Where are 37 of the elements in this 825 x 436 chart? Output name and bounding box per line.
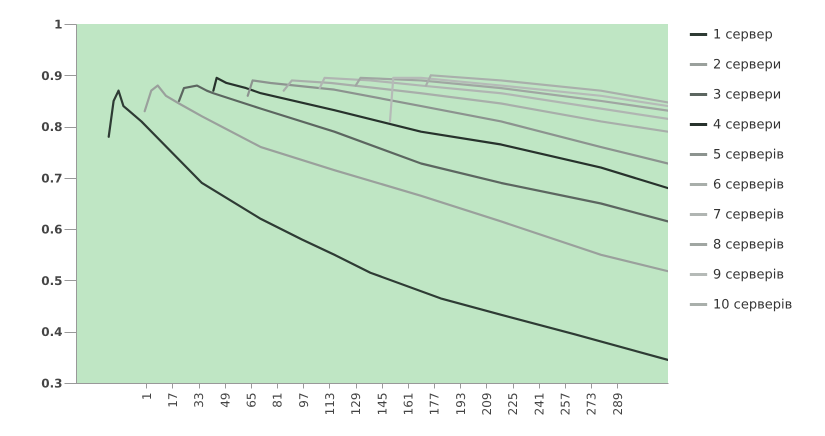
legend-label: 4 сервери xyxy=(713,118,782,132)
x-tick-label: 161 xyxy=(401,392,416,416)
x-tick-label: 225 xyxy=(506,392,520,416)
x-tick-label: 49 xyxy=(218,392,232,408)
x-tick-label: 81 xyxy=(270,392,285,408)
x-tick-label: 289 xyxy=(610,392,625,416)
y-tick-label: 0.9 xyxy=(41,68,62,83)
x-tick-label: 65 xyxy=(244,392,258,408)
y-tick-label: 0.7 xyxy=(41,171,62,186)
y-tick-label: 1 xyxy=(54,18,62,32)
x-tick-label: 97 xyxy=(296,392,311,408)
x-tick-label: 17 xyxy=(166,392,180,408)
x-tick-label: 33 xyxy=(192,392,206,408)
x-tick-label: 113 xyxy=(322,392,337,416)
y-tick-label: 0.5 xyxy=(41,274,62,288)
x-tick-label: 177 xyxy=(428,392,442,416)
x-tick-label: 129 xyxy=(349,392,364,416)
legend-label: 6 серверів xyxy=(713,178,784,192)
legend-label: 7 серверів xyxy=(713,208,784,222)
legend-label: 8 серверів xyxy=(713,238,784,252)
y-tick-label: 0.8 xyxy=(41,120,62,134)
x-tick-label: 209 xyxy=(480,392,494,416)
x-tick-label: 241 xyxy=(532,392,546,416)
y-tick-label: 0.6 xyxy=(41,222,62,237)
legend-label: 2 сервери xyxy=(713,58,782,72)
x-tick-label: 145 xyxy=(375,392,390,416)
legend-label: 1 сервер xyxy=(713,28,773,42)
y-tick-label: 0.4 xyxy=(41,325,62,340)
x-tick-label: 257 xyxy=(558,392,572,416)
y-tick-label: 0.3 xyxy=(41,376,62,390)
legend-label: 9 серверів xyxy=(713,268,784,282)
legend-label: 5 серверів xyxy=(713,148,784,162)
legend-label: 3 сервери xyxy=(713,88,782,102)
x-tick-label: 193 xyxy=(454,392,468,416)
legend-label: 10 серверів xyxy=(713,298,792,312)
x-tick-label: 1 xyxy=(140,392,154,400)
x-tick-label: 273 xyxy=(584,392,599,416)
